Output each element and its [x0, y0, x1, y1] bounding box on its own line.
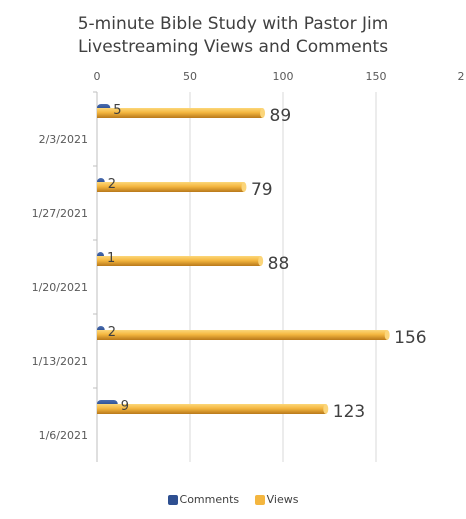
bar-views	[97, 330, 388, 340]
bar-views	[97, 404, 326, 414]
bar-views-cap	[384, 330, 390, 340]
legend-item-comments: Comments	[167, 492, 240, 506]
legend-swatch-views	[254, 494, 265, 505]
category-label: 1/27/2021	[32, 207, 88, 220]
x-tick-label-200: 2	[458, 70, 465, 83]
legend-label-comments: Comments	[179, 492, 240, 506]
grid	[96, 92, 377, 462]
data-labels: 5 89 2 79 1 88 2 156 9 123	[107, 103, 427, 422]
chart-title-line-2: Livestreaming Views and Comments	[77, 37, 389, 57]
category-label: 1/13/2021	[32, 355, 88, 368]
bar-views-cap	[260, 108, 266, 118]
legend-item-views: Views	[254, 492, 299, 506]
legend-swatch-comments	[167, 494, 178, 505]
bar-views-cap	[323, 404, 329, 414]
data-label-comments: 2	[108, 177, 116, 192]
x-axis: 0 50 100 150 2	[94, 70, 465, 83]
data-label-views: 123	[333, 402, 365, 422]
chart-title-line-1: 5-minute Bible Study with Pastor Jim	[77, 14, 389, 34]
data-label-comments: 2	[108, 325, 116, 340]
data-label-comments: 1	[107, 251, 115, 266]
category-label: 2/3/2021	[39, 133, 88, 146]
bar-views-cap	[258, 256, 264, 266]
data-label-views: 88	[268, 254, 290, 274]
bar-views	[97, 108, 263, 118]
bar-views	[97, 182, 244, 192]
data-label-comments: 9	[121, 399, 129, 414]
data-label-views: 156	[394, 328, 426, 348]
category-label: 1/20/2021	[32, 281, 88, 294]
x-tick-label-150: 150	[366, 70, 387, 83]
legend: Comments Views	[0, 492, 466, 506]
x-tick-label-50: 50	[183, 70, 197, 83]
bars	[97, 104, 390, 414]
legend-label-views: Views	[266, 492, 299, 506]
bar-views	[97, 256, 261, 266]
data-label-views: 79	[251, 180, 273, 200]
data-label-comments: 5	[113, 103, 121, 118]
x-tick-label-100: 100	[273, 70, 294, 83]
x-tick-label-0: 0	[94, 70, 101, 83]
data-label-views: 89	[270, 106, 292, 126]
y-axis: 2/3/2021 1/27/2021 1/20/2021 1/13/2021 1/6/2…	[32, 91, 97, 442]
category-label: 1/6/2021	[39, 429, 88, 442]
bar-views-cap	[241, 182, 247, 192]
